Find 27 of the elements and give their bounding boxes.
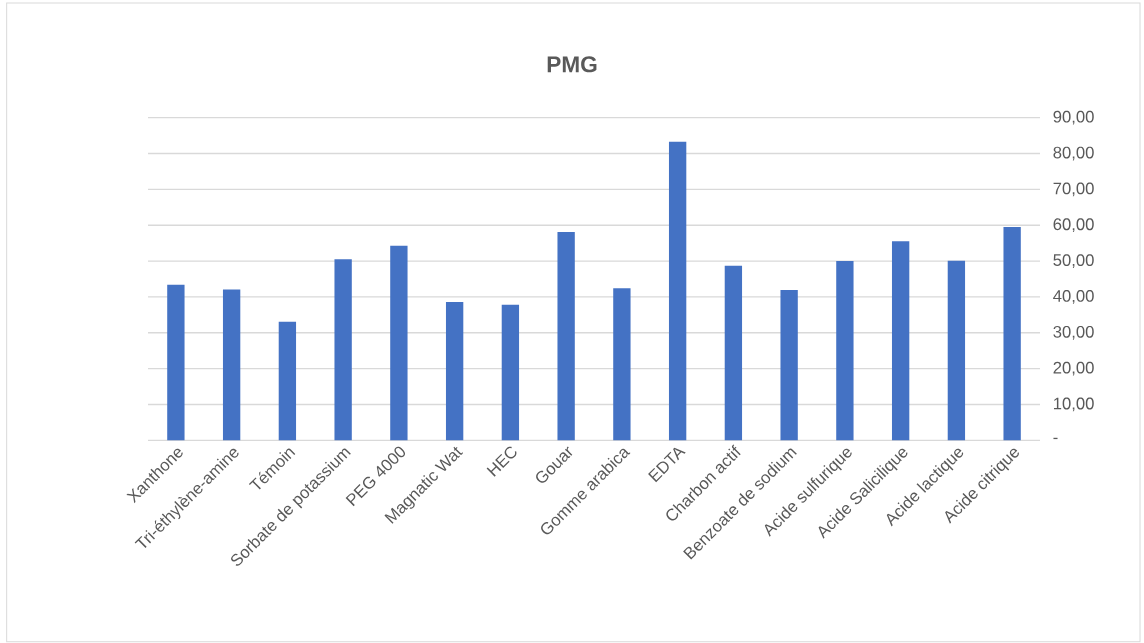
bar xyxy=(947,260,966,441)
bar xyxy=(222,289,241,441)
y-tick-label: 20,00 xyxy=(1053,361,1094,376)
y-tick-label: 70,00 xyxy=(1053,182,1094,197)
bar xyxy=(334,259,352,441)
bar xyxy=(613,288,631,441)
y-tick-label: 90,00 xyxy=(1053,110,1094,125)
bar xyxy=(445,301,464,441)
bar xyxy=(836,261,854,441)
y-tick-label: 10,00 xyxy=(1054,397,1094,412)
bar xyxy=(167,284,185,441)
bar xyxy=(390,245,408,441)
bar xyxy=(278,321,297,441)
y-tick-label: - xyxy=(1053,437,1058,440)
y-tick-label: 30,00 xyxy=(1053,325,1094,340)
bar xyxy=(668,141,687,441)
chart-title: PMG xyxy=(547,56,597,73)
y-tick-label: 80,00 xyxy=(1053,146,1094,161)
bar xyxy=(557,232,575,441)
bar xyxy=(1003,227,1021,441)
y-tick-label: 50,00 xyxy=(1053,254,1094,268)
bar xyxy=(724,265,743,441)
bar xyxy=(891,241,910,441)
bar xyxy=(501,304,520,441)
bar xyxy=(780,290,798,441)
y-tick-label: 40,00 xyxy=(1053,290,1094,304)
y-tick-label: 60,00 xyxy=(1053,218,1094,233)
